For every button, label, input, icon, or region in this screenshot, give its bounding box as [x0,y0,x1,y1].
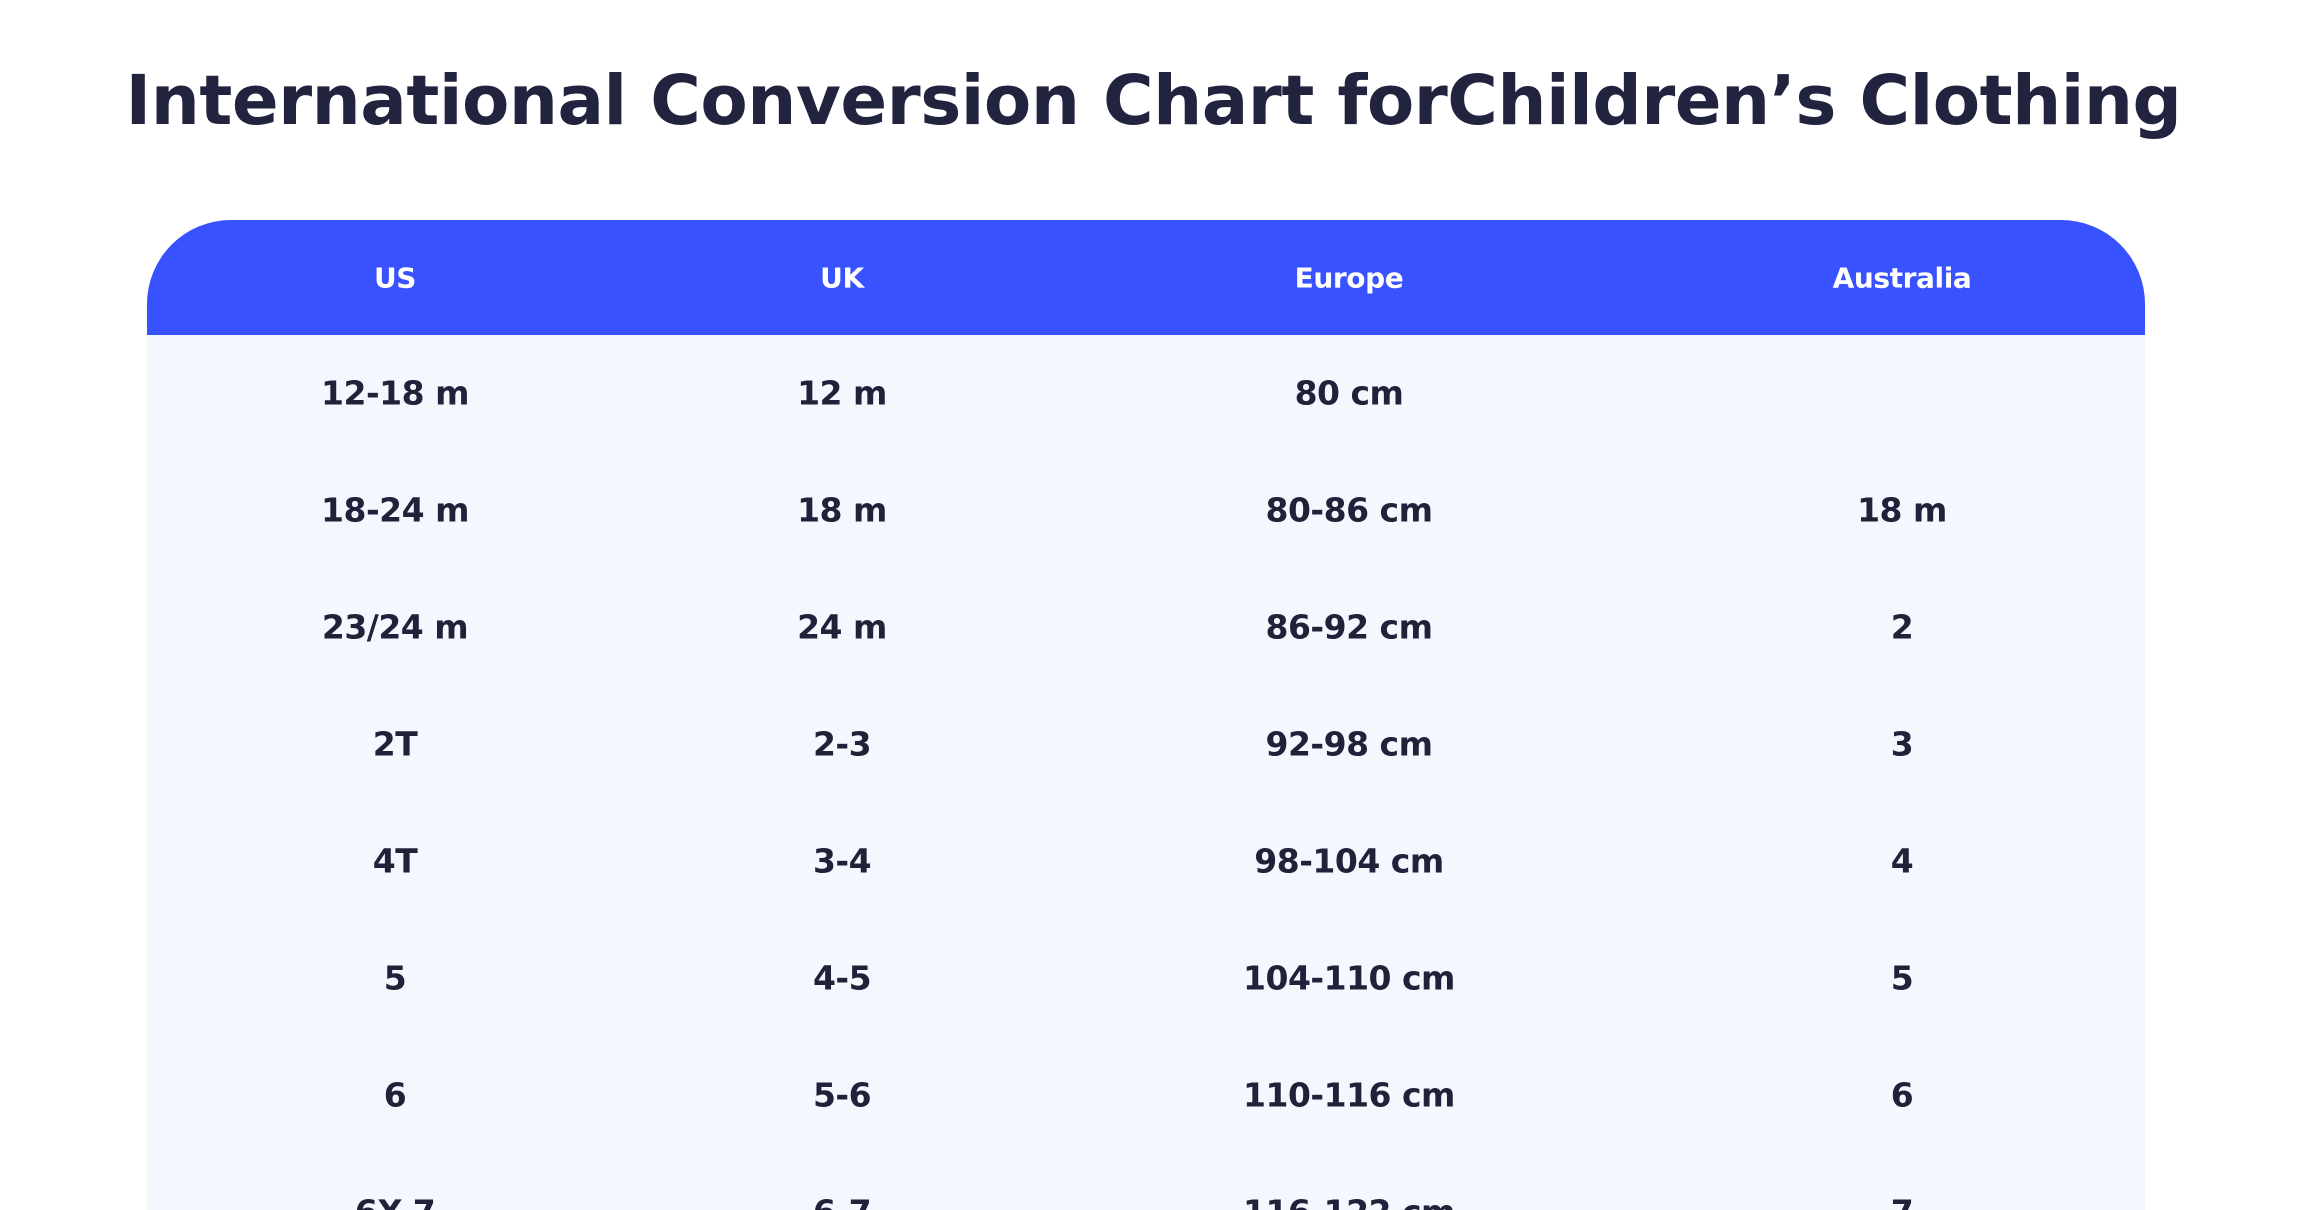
cell-uk: 24 m [797,607,887,647]
cell-europe: 110-116 cm [1243,1075,1455,1115]
cell-europe: 92-98 cm [1265,724,1433,764]
cell-uk: 12 m [797,373,887,413]
cell-australia: 6 [1890,1075,1914,1115]
header-us: US [373,261,417,295]
cell-us: 6X-7 [355,1193,436,1210]
conversion-table: US UK Europe Australia 12-18 m 12 m 80 c… [147,220,2145,1210]
cell-uk: 2-3 [812,724,872,764]
cell-europe: 116-122 cm [1243,1193,1455,1210]
cell-uk: 6-7 [813,1193,872,1210]
table-body: 12-18 m 12 m 80 cm 18-24 m 18 m 80-86 cm… [147,335,2145,1210]
cell-australia: 5 [1890,958,1914,998]
cell-australia: 2 [1890,607,1914,647]
header-europe: Europe [1294,261,1404,295]
cell-us: 2T [372,724,418,764]
cell-uk: 3-4 [812,841,872,881]
cell-us: 6 [383,1075,407,1115]
table-header: US UK Europe Australia [147,220,2145,335]
cell-us: 23/24 m [321,607,469,647]
cell-australia: 7 [1891,1193,1914,1210]
cell-europe: 80 cm [1294,373,1404,413]
cell-us: 12-18 m [321,373,469,413]
header-australia: Australia [1832,261,1972,295]
cell-australia: 18 m [1857,490,1947,530]
cell-uk: 4-5 [812,958,872,998]
cell-uk: 18 m [797,490,887,530]
cell-us: 4T [372,841,418,881]
cell-europe: 98-104 cm [1254,841,1444,881]
cell-europe: 104-110 cm [1243,958,1455,998]
cell-australia: 4 [1890,841,1914,881]
page-title: International Conversion Chart forChildr… [125,61,2182,141]
header-uk: UK [820,261,864,295]
cell-us: 5 [383,958,407,998]
cell-europe: 86-92 cm [1265,607,1433,647]
cell-us: 18-24 m [321,490,469,530]
cell-australia: 3 [1890,724,1914,764]
cell-europe: 80-86 cm [1265,490,1433,530]
cell-uk: 5-6 [812,1075,872,1115]
